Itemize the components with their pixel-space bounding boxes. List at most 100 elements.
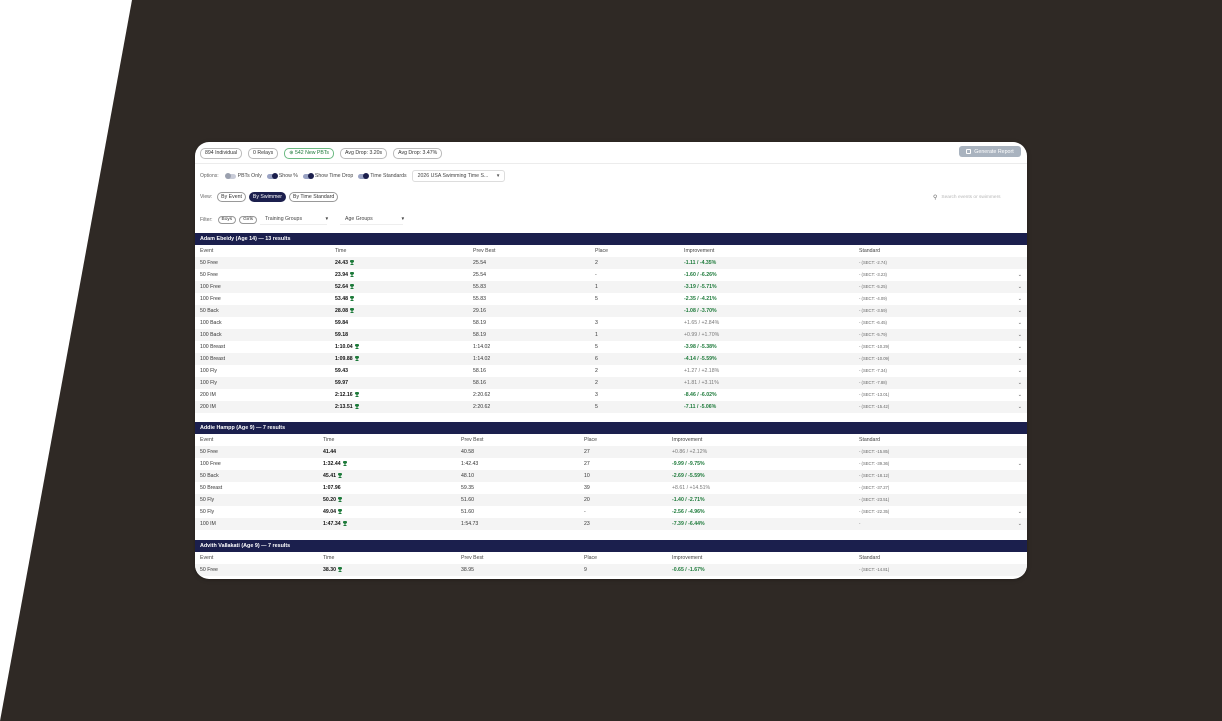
table-row[interactable]: 50 Free 23.94 25.54 - -1.60 / -6.26% - (SECT:… xyxy=(195,269,1027,281)
cell-improvement: -4.14 / -5.59% xyxy=(684,356,717,362)
search-box[interactable]: ⚲ Search events or swimmers xyxy=(933,191,1021,203)
cell-place: 20 xyxy=(584,497,590,503)
cell-standard: - (SECT: -14.81) xyxy=(859,567,890,572)
table-row[interactable]: 100 Fly 59.43 58.16 2 +1.27 / +2.18% - (SECT:… xyxy=(195,365,1027,377)
cell-event: 100 Free xyxy=(200,461,221,467)
cell-prev-best: 59.35 xyxy=(461,485,474,491)
chevron-down-icon[interactable]: ⌄ xyxy=(1017,296,1022,302)
table-row[interactable]: 50 Breast 1:07.96 59.35 39 +8.61 / +14.51% - … xyxy=(195,482,1027,494)
age-groups-select[interactable]: Age Groups ▼ xyxy=(340,214,405,225)
table-row[interactable]: 50 Back 45.41 48.10 10 -2.69 / -5.59% - (SECT… xyxy=(195,470,1027,482)
time-value: 59.97 xyxy=(335,380,348,386)
swimmer-header[interactable]: Adam Ebeidy (Age 14) — 13 results xyxy=(195,233,1027,245)
new-pbts-chip: ⊕ 542 New PBTs xyxy=(284,148,335,159)
table-row[interactable]: 50 Free 38.30 38.95 9 -0.65 / -1.67% - (SECT:… xyxy=(195,564,1027,576)
cell-prev-best: 25.54 xyxy=(473,272,486,278)
time-standard-select[interactable]: 2026 USA Swimming Time S... ▼ xyxy=(411,170,506,182)
table-row[interactable]: 100 Free 52.64 55.83 1 -3.19 / -5.71% - (SECT… xyxy=(195,281,1027,293)
show-time-drop-toggle[interactable]: Show Time Drop xyxy=(302,173,353,179)
table-row[interactable]: 50 Free 41.44 40.58 27 +0.86 / +2.12% - (SECT… xyxy=(195,446,1027,458)
cell-improvement: +8.61 / +14.51% xyxy=(672,485,711,491)
table-row[interactable]: 50 Fly 49.04 51.60 - -2.56 / -4.96% - (SECT: … xyxy=(195,506,1027,518)
cell-event: 50 Fly xyxy=(200,509,215,515)
cell-event: 50 Back xyxy=(200,473,219,479)
filter-boys-chip[interactable]: Boys xyxy=(217,215,237,224)
cell-time: 41.44 xyxy=(323,446,336,458)
table-row[interactable]: 200 IM 2:13.51 2:20.62 5 -7.11 / -5.06% - (SE… xyxy=(195,401,1027,413)
table-row[interactable]: 100 Breast 1:10.04 1:14.02 5 -3.98 / -5.38% -… xyxy=(195,341,1027,353)
chevron-down-icon[interactable]: ⌄ xyxy=(1017,332,1022,338)
trophy-icon xyxy=(354,356,359,361)
chevron-down-icon[interactable]: ⌄ xyxy=(1017,320,1022,326)
table-row[interactable]: 100 IM 1:47.34 1:54.73 23 -7.39 / -6.44% - ⌄ xyxy=(195,518,1027,530)
toggle-switch[interactable] xyxy=(358,173,370,179)
cell-standard: - (SECT: -10.09) xyxy=(859,356,890,361)
cell-event: 100 Back xyxy=(200,332,222,338)
results-card: 894 Individual 0 Relays ⊕ 542 New PBTs A… xyxy=(195,142,1027,579)
table-row[interactable]: 50 Free 24.43 25.54 2 -1.11 / -4.35% - (SECT:… xyxy=(195,257,1027,269)
table-row[interactable]: 100 Free 1:32.44 1:42.43 27 -9.99 / -9.75% - … xyxy=(195,458,1027,470)
chevron-down-icon[interactable]: ⌄ xyxy=(1017,356,1022,362)
cell-event: 100 Breast xyxy=(200,356,226,362)
cell-standard: - (SECT: -3.59) xyxy=(859,308,887,313)
column-header-time: Time xyxy=(323,437,335,443)
chevron-down-icon[interactable]: ⌄ xyxy=(1017,404,1022,410)
toggle-switch[interactable] xyxy=(266,173,278,179)
time-value: 2:12.16 xyxy=(335,392,353,398)
filter-row: Filter: Boys Girls Training Groups ▼ Age … xyxy=(200,214,405,225)
chevron-down-icon[interactable]: ⌄ xyxy=(1017,392,1022,398)
generate-report-button[interactable]: Generate Report xyxy=(959,146,1021,157)
cell-prev-best: 58.16 xyxy=(473,380,486,386)
individual-count-chip: 894 Individual xyxy=(200,148,243,159)
chevron-down-icon[interactable]: ⌄ xyxy=(1017,380,1022,386)
cell-prev-best: 25.54 xyxy=(473,260,486,266)
table-row[interactable]: 50 Back 28.08 29.16 -1.08 / -3.70% - (SECT: … xyxy=(195,305,1027,317)
swimmer-header[interactable]: Addie Hampp (Age 9) — 7 results xyxy=(195,422,1027,434)
time-value: 1:10.04 xyxy=(335,344,353,350)
table-row[interactable]: 100 Fly 59.97 58.16 2 +1.81 / +3.11% - (SECT:… xyxy=(195,377,1027,389)
table-row[interactable]: 50 Fly 50.20 51.60 20 -1.40 / -2.71% - (SECT:… xyxy=(195,494,1027,506)
chevron-down-icon[interactable]: ⌄ xyxy=(1017,272,1022,278)
cell-event: 100 Fly xyxy=(200,380,218,386)
swimmer-header[interactable]: Advith Vallakati (Age 9) — 7 results xyxy=(195,540,1027,552)
cell-standard: - (SECT: -3.23) xyxy=(859,272,887,277)
trophy-icon xyxy=(349,308,354,313)
time-standards-toggle[interactable]: Time Standards xyxy=(358,173,407,179)
time-value: 2:13.51 xyxy=(335,404,353,410)
table-row[interactable]: 100 Free 53.48 55.83 5 -2.35 / -4.21% - (SECT… xyxy=(195,293,1027,305)
divider xyxy=(195,163,1027,164)
time-value: 59.43 xyxy=(335,368,348,374)
search-input[interactable]: Search events or swimmers xyxy=(941,194,1001,200)
view-by-event-button[interactable]: By Event xyxy=(217,192,246,202)
chevron-down-icon[interactable]: ⌄ xyxy=(1017,344,1022,350)
view-by-time-standard-button[interactable]: By Time Standard xyxy=(289,192,339,202)
options-label: Options: xyxy=(200,173,219,179)
table-row[interactable]: 100 Breast 1:09.88 1:14.02 6 -4.14 / -5.59% -… xyxy=(195,353,1027,365)
table-row[interactable]: 100 Back 59.18 58.19 1 +0.99 / +1.70% - (SECT… xyxy=(195,329,1027,341)
cell-prev-best: 38.95 xyxy=(461,567,474,573)
chevron-down-icon[interactable]: ⌄ xyxy=(1017,368,1022,374)
training-groups-select[interactable]: Training Groups ▼ xyxy=(260,214,329,225)
show-percent-toggle[interactable]: Show % xyxy=(266,173,298,179)
cell-improvement: +1.27 / +2.18% xyxy=(684,368,720,374)
table-row[interactable]: 100 Back 59.84 58.19 3 +1.65 / +2.84% - (SECT… xyxy=(195,317,1027,329)
chevron-down-icon[interactable]: ⌄ xyxy=(1017,284,1022,290)
cell-standard: - (SECT: -6.45) xyxy=(859,320,887,325)
toggle-switch[interactable] xyxy=(302,173,314,179)
cell-event: 200 IM xyxy=(200,392,216,398)
chevron-down-icon[interactable]: ⌄ xyxy=(1017,521,1022,527)
pbts-only-toggle[interactable]: PBTs Only xyxy=(224,173,262,179)
time-value: 28.08 xyxy=(335,308,348,314)
chevron-down-icon[interactable]: ⌄ xyxy=(1017,308,1022,314)
cell-improvement: +1.81 / +3.11% xyxy=(684,380,719,386)
cell-improvement: -7.39 / -6.44% xyxy=(672,521,705,527)
chevron-down-icon[interactable]: ⌄ xyxy=(1017,461,1022,467)
table-row[interactable]: 200 IM 2:12.16 2:20.62 3 -8.46 / -6.02% - (SE… xyxy=(195,389,1027,401)
filter-girls-chip[interactable]: Girls xyxy=(239,215,258,224)
cell-place: 23 xyxy=(584,521,590,527)
cell-improvement: -0.65 / -1.67% xyxy=(672,567,705,573)
view-by-swimmer-button[interactable]: By Swimmer xyxy=(248,192,287,202)
cell-time: 24.43 xyxy=(335,257,354,269)
chevron-down-icon[interactable]: ⌄ xyxy=(1017,509,1022,515)
toggle-switch[interactable] xyxy=(224,173,236,179)
